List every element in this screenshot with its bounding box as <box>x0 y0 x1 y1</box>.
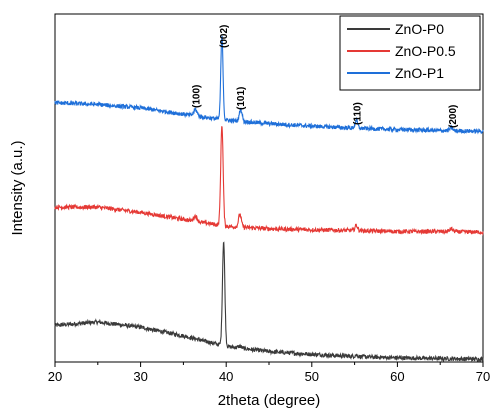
peak-label: (100) <box>191 85 202 108</box>
x-tick-label: 30 <box>133 369 147 384</box>
peak-label: (110) <box>352 102 363 125</box>
series-line-0 <box>54 241 484 363</box>
series-layer <box>54 35 484 363</box>
x-tick-label: 60 <box>390 369 404 384</box>
y-axis-title: Intensity (a.u.) <box>9 140 26 235</box>
legend: ZnO-P0 ZnO-P0.5 ZnO-P1 <box>339 15 481 91</box>
peak-labels: (100) (002) (101) (110) (200) <box>191 25 459 128</box>
legend-label: ZnO-P1 <box>395 65 444 81</box>
x-tick-label: 40 <box>219 369 233 384</box>
series-line-1 <box>54 126 484 236</box>
x-tick-label: 70 <box>476 369 490 384</box>
peak-label: (101) <box>236 87 247 110</box>
peak-label: (200) <box>448 105 459 128</box>
series-line-2 <box>54 35 484 135</box>
x-tick-label: 50 <box>305 369 319 384</box>
x-axis: 20 30 40 50 60 70 <box>48 362 490 384</box>
legend-label: ZnO-P0.5 <box>395 43 456 59</box>
peak-label: (002) <box>219 25 230 48</box>
x-axis-title: 2theta (degree) <box>218 392 321 409</box>
x-tick-label: 20 <box>48 369 62 384</box>
legend-label: ZnO-P0 <box>395 21 444 37</box>
